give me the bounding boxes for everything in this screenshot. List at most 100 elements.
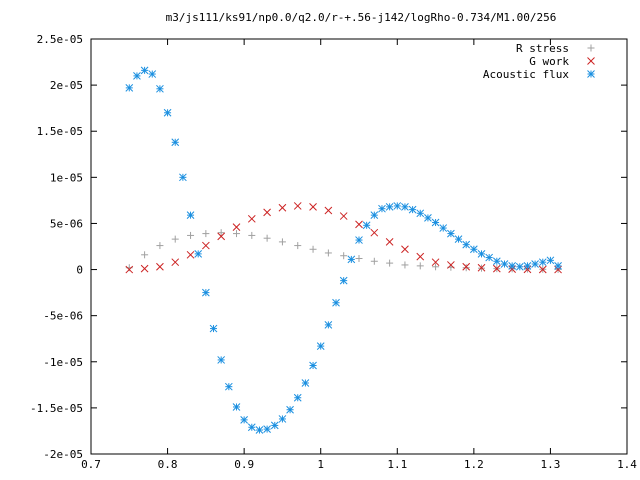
- y-tick-label: 2e-05: [50, 79, 83, 92]
- data-point: [263, 234, 271, 242]
- data-point: [401, 245, 409, 254]
- data-point: [278, 415, 287, 423]
- data-point: [140, 264, 149, 273]
- data-point: [202, 288, 210, 297]
- data-point: [278, 238, 286, 246]
- data-point: [523, 262, 532, 270]
- data-point: [439, 224, 448, 232]
- data-point: [370, 211, 379, 219]
- data-point: [462, 240, 471, 249]
- data-point: [263, 425, 271, 433]
- x-tick-label: 0.8: [158, 458, 178, 471]
- data-point: [263, 208, 271, 217]
- data-point: [355, 220, 363, 229]
- data-point: [217, 356, 226, 364]
- data-point: [255, 426, 264, 434]
- data-point: [416, 252, 425, 261]
- axis-ticks: 0.7 0.8 0.9 1 1.1 1.2 1.3 1.4 -2e-05 -1.5e-05 -1e-…: [30, 33, 637, 471]
- data-point: [500, 260, 509, 268]
- data-point: [538, 265, 547, 274]
- data-point: [554, 262, 562, 270]
- series-g-work: [125, 202, 562, 274]
- data-point: [294, 242, 302, 250]
- data-point: [470, 245, 478, 254]
- data-point: [477, 263, 486, 272]
- data-point: [447, 229, 455, 238]
- plot-frame: [90, 38, 628, 455]
- x-tick-label: 0.9: [234, 458, 254, 471]
- data-point: [125, 265, 134, 274]
- x-tick-label: 1.3: [540, 458, 560, 471]
- data-point: [309, 245, 317, 253]
- data-point: [179, 173, 187, 182]
- data-point: [217, 232, 226, 241]
- data-point: [141, 251, 149, 259]
- data-point: [148, 70, 157, 78]
- chart-title: m3/js111/ks91/np0.0/q2.0/r-+.56-j142/log…: [166, 11, 557, 24]
- data-point: [232, 403, 241, 411]
- data-point: [316, 342, 325, 350]
- data-point: [232, 223, 241, 231]
- data-point: [186, 250, 195, 259]
- data-point: [340, 252, 348, 260]
- x-tick-label: 1: [317, 458, 324, 471]
- data-point: [408, 205, 417, 214]
- data-series: [125, 66, 562, 434]
- data-point: [370, 257, 378, 265]
- data-point: [270, 421, 279, 430]
- data-point: [156, 242, 164, 250]
- data-point: [324, 321, 333, 329]
- data-point: [232, 230, 240, 238]
- data-point: [362, 221, 371, 230]
- legend-label: G work: [529, 55, 569, 68]
- y-tick-label: -1e-05: [43, 356, 83, 369]
- data-point: [431, 218, 440, 227]
- data-point: [347, 255, 356, 264]
- data-point: [133, 72, 141, 80]
- y-tick-label: -1.5e-05: [30, 402, 83, 415]
- data-point: [462, 262, 471, 271]
- data-point: [508, 262, 516, 270]
- data-point: [431, 258, 440, 267]
- x-tick-label: 1.2: [464, 458, 484, 471]
- data-point: [424, 214, 432, 222]
- data-point: [224, 382, 233, 391]
- data-point: [401, 202, 409, 211]
- data-point: [286, 405, 294, 414]
- data-point: [492, 264, 501, 273]
- data-point: [140, 66, 149, 75]
- data-point: [156, 262, 164, 271]
- data-point: [386, 259, 394, 267]
- data-point: [186, 211, 195, 219]
- data-point: [125, 84, 134, 92]
- data-point: [554, 265, 562, 274]
- series-r-stress: [125, 229, 562, 273]
- data-point: [370, 228, 379, 237]
- data-point: [171, 235, 179, 243]
- y-tick-label: -5e-06: [43, 310, 83, 323]
- data-point: [355, 254, 363, 262]
- data-point: [393, 202, 402, 210]
- legend-label: R stress: [516, 42, 569, 55]
- y-tick-label: 1.5e-05: [37, 125, 83, 138]
- data-point: [202, 230, 210, 238]
- y-tick-label: -2e-05: [43, 448, 83, 461]
- data-point: [309, 361, 317, 370]
- data-point: [209, 324, 218, 333]
- data-point: [240, 416, 248, 424]
- data-point: [485, 253, 494, 262]
- data-point: [309, 202, 317, 211]
- data-point: [171, 258, 180, 267]
- data-point: [247, 423, 256, 432]
- legend-marker: [587, 57, 595, 65]
- x-tick-label: 0.7: [81, 458, 101, 471]
- y-tick-label: 1e-05: [50, 171, 83, 184]
- data-point: [293, 202, 302, 210]
- legend-label: Acoustic flux: [483, 68, 569, 81]
- data-point: [378, 204, 386, 213]
- data-point: [492, 257, 501, 266]
- data-point: [293, 393, 302, 402]
- data-point: [447, 261, 455, 269]
